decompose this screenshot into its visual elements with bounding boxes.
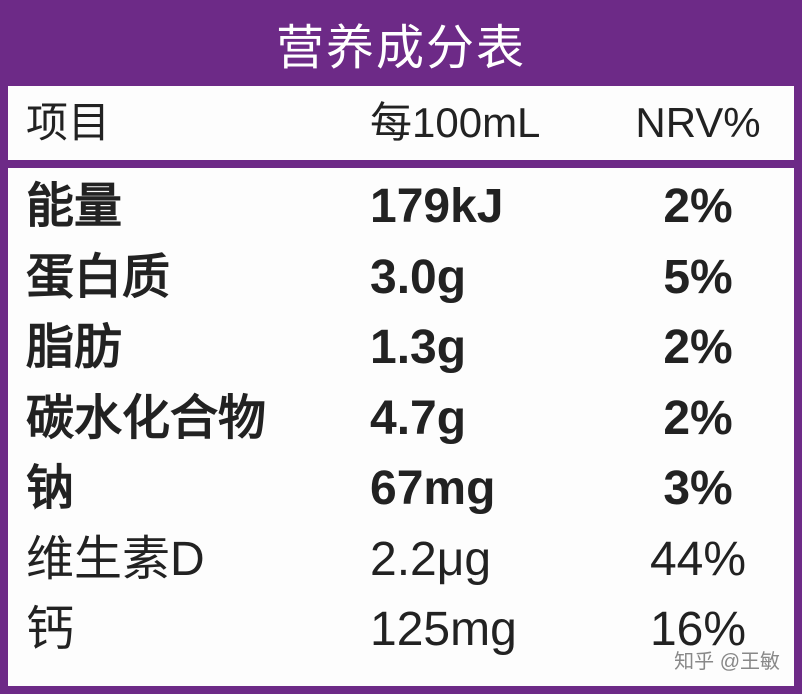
table-cell: 2% bbox=[663, 321, 733, 374]
header-row: 项目 每100mL NRV% bbox=[8, 86, 794, 160]
table-cell: 3% bbox=[663, 462, 733, 515]
table-cell: 2% bbox=[663, 391, 733, 445]
table-cell: 钙 bbox=[26, 603, 75, 656]
table-row: 维生素D 2.2μg 44% bbox=[8, 525, 794, 595]
table-title: 营养成分表 bbox=[0, 0, 802, 86]
table-cell: 5% bbox=[663, 250, 733, 304]
divider bbox=[8, 160, 794, 168]
table-cell: 能量 bbox=[26, 180, 123, 233]
table-row: 碳水化合物 4.7g 2% bbox=[8, 384, 794, 454]
table-cell: 67mg bbox=[370, 462, 496, 515]
table-cell: 3.0g bbox=[370, 250, 467, 304]
header-cell: 每100mL bbox=[370, 99, 541, 146]
table-cell: 4.7g bbox=[370, 391, 467, 445]
table-row: 脂肪 1.3g 2% bbox=[8, 313, 794, 383]
table-row: 蛋白质 3.0g 5% bbox=[8, 243, 794, 313]
header-cell: 项目 bbox=[26, 99, 111, 146]
table-row: 钠 67mg 3% bbox=[8, 454, 794, 524]
table-cell: 16% bbox=[649, 603, 747, 656]
header-cell: NRV% bbox=[635, 99, 761, 146]
table-cell: 2% bbox=[663, 180, 733, 233]
table-cell: 1.3g bbox=[370, 321, 467, 374]
table-cell: 维生素D bbox=[26, 532, 205, 586]
table-cell: 脂肪 bbox=[26, 321, 123, 374]
table-row: 钙 125mg 16% bbox=[8, 595, 794, 665]
table-cell: 125mg bbox=[370, 603, 517, 656]
table-cell: 碳水化合物 bbox=[26, 391, 267, 445]
table-cell: 蛋白质 bbox=[26, 250, 171, 304]
table-cell: 钠 bbox=[26, 462, 75, 515]
table-cell: 44% bbox=[649, 532, 747, 586]
table-cell: 179kJ bbox=[370, 180, 504, 233]
table-cell: 2.2μg bbox=[370, 532, 492, 586]
watermark: 知乎 @王敏 bbox=[674, 651, 780, 673]
table-row: 能量 179kJ 2% bbox=[8, 172, 794, 242]
